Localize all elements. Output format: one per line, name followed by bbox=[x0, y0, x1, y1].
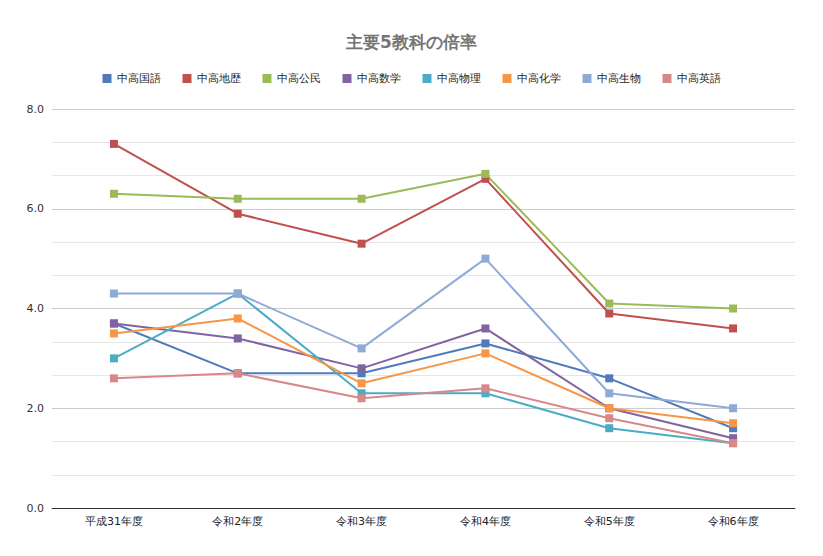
svg-text:中高数学: 中高数学 bbox=[357, 72, 401, 85]
svg-text:中高物理: 中高物理 bbox=[437, 72, 481, 85]
svg-text:中高国語: 中高国語 bbox=[117, 72, 161, 85]
svg-text:2.0: 2.0 bbox=[27, 402, 45, 415]
svg-text:令和6年度: 令和6年度 bbox=[708, 515, 759, 528]
svg-text:令和3年度: 令和3年度 bbox=[336, 515, 387, 528]
svg-text:平成31年度: 平成31年度 bbox=[85, 515, 143, 528]
svg-text:中高地歴: 中高地歴 bbox=[197, 72, 241, 85]
svg-text:令和5年度: 令和5年度 bbox=[584, 515, 635, 528]
svg-text:6.0: 6.0 bbox=[27, 202, 45, 215]
svg-text:令和2年度: 令和2年度 bbox=[212, 515, 263, 528]
svg-text:主要5教科の倍率: 主要5教科の倍率 bbox=[345, 32, 477, 52]
svg-text:8.0: 8.0 bbox=[27, 103, 45, 116]
svg-text:中高英語: 中高英語 bbox=[677, 72, 721, 85]
svg-text:中高生物: 中高生物 bbox=[597, 72, 641, 85]
svg-text:令和4年度: 令和4年度 bbox=[460, 515, 511, 528]
svg-text:中高化学: 中高化学 bbox=[517, 72, 561, 85]
svg-text:中高公民: 中高公民 bbox=[277, 72, 321, 85]
svg-text:4.0: 4.0 bbox=[27, 302, 45, 315]
svg-text:0.0: 0.0 bbox=[27, 502, 45, 515]
